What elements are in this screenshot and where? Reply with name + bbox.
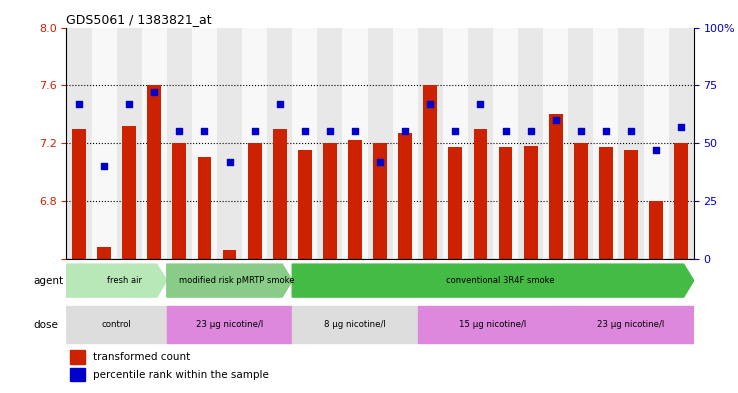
- Text: 8 μg nicotine/l: 8 μg nicotine/l: [324, 320, 386, 329]
- Bar: [66, 28, 92, 259]
- Bar: [72, 129, 86, 259]
- Point: [73, 101, 85, 107]
- Bar: [167, 306, 292, 343]
- Text: modified risk pMRTP smoke: modified risk pMRTP smoke: [179, 276, 294, 285]
- Bar: [624, 150, 638, 259]
- Bar: [342, 28, 368, 259]
- Point: [500, 129, 511, 135]
- Text: 23 μg nicotine/l: 23 μg nicotine/l: [196, 320, 263, 329]
- Point: [625, 129, 637, 135]
- Point: [575, 129, 587, 135]
- Point: [324, 129, 336, 135]
- Point: [424, 101, 436, 107]
- Point: [675, 124, 687, 130]
- Bar: [292, 28, 317, 259]
- Bar: [217, 28, 242, 259]
- Bar: [173, 143, 186, 259]
- Point: [374, 158, 386, 165]
- Bar: [368, 28, 393, 259]
- Bar: [167, 28, 192, 259]
- Bar: [298, 150, 311, 259]
- Bar: [117, 28, 142, 259]
- Bar: [142, 28, 167, 259]
- FancyArrow shape: [167, 264, 292, 297]
- Bar: [574, 143, 587, 259]
- Point: [525, 129, 537, 135]
- Bar: [644, 28, 669, 259]
- Text: dose: dose: [34, 320, 59, 330]
- Bar: [69, 351, 86, 364]
- Text: conventional 3R4F smoke: conventional 3R4F smoke: [446, 276, 555, 285]
- Bar: [618, 28, 644, 259]
- Text: 15 μg nicotine/l: 15 μg nicotine/l: [459, 320, 527, 329]
- Bar: [424, 85, 437, 259]
- FancyArrow shape: [292, 264, 694, 297]
- Bar: [242, 28, 267, 259]
- Point: [399, 129, 411, 135]
- Bar: [248, 143, 261, 259]
- Bar: [499, 147, 512, 259]
- Bar: [373, 143, 387, 259]
- Bar: [97, 247, 111, 259]
- Point: [299, 129, 311, 135]
- Bar: [568, 28, 593, 259]
- Text: control: control: [102, 320, 131, 329]
- Point: [173, 129, 185, 135]
- Bar: [223, 250, 236, 259]
- Bar: [399, 133, 412, 259]
- Bar: [148, 85, 161, 259]
- Text: GDS5061 / 1383821_at: GDS5061 / 1383821_at: [66, 13, 212, 26]
- Point: [98, 163, 110, 169]
- Point: [274, 101, 286, 107]
- Bar: [348, 140, 362, 259]
- Bar: [192, 28, 217, 259]
- Bar: [418, 306, 568, 343]
- Bar: [123, 126, 136, 259]
- Bar: [593, 28, 618, 259]
- Bar: [292, 306, 418, 343]
- Bar: [493, 28, 518, 259]
- Point: [148, 89, 160, 95]
- Bar: [317, 28, 342, 259]
- Bar: [543, 28, 568, 259]
- Point: [475, 101, 486, 107]
- Text: 23 μg nicotine/l: 23 μg nicotine/l: [597, 320, 665, 329]
- Bar: [468, 28, 493, 259]
- Bar: [518, 28, 543, 259]
- Point: [550, 117, 562, 123]
- Point: [349, 129, 361, 135]
- Bar: [66, 306, 167, 343]
- Bar: [675, 143, 688, 259]
- Bar: [474, 129, 487, 259]
- Bar: [669, 28, 694, 259]
- Point: [224, 158, 235, 165]
- Bar: [198, 158, 211, 259]
- Point: [199, 129, 210, 135]
- Bar: [549, 114, 562, 259]
- Bar: [393, 28, 418, 259]
- Bar: [418, 28, 443, 259]
- FancyArrow shape: [66, 264, 167, 297]
- Point: [449, 129, 461, 135]
- Bar: [69, 368, 86, 381]
- Point: [123, 101, 135, 107]
- Bar: [599, 147, 613, 259]
- Bar: [273, 129, 286, 259]
- Point: [650, 147, 662, 153]
- Point: [249, 129, 261, 135]
- Bar: [449, 147, 462, 259]
- Point: [600, 129, 612, 135]
- Bar: [323, 143, 337, 259]
- Bar: [524, 146, 537, 259]
- Text: transformed count: transformed count: [93, 353, 190, 362]
- Bar: [92, 28, 117, 259]
- Bar: [568, 306, 694, 343]
- Text: agent: agent: [34, 275, 64, 286]
- Text: fresh air: fresh air: [106, 276, 142, 285]
- Text: percentile rank within the sample: percentile rank within the sample: [93, 370, 269, 380]
- Bar: [267, 28, 292, 259]
- Bar: [443, 28, 468, 259]
- Bar: [649, 201, 663, 259]
